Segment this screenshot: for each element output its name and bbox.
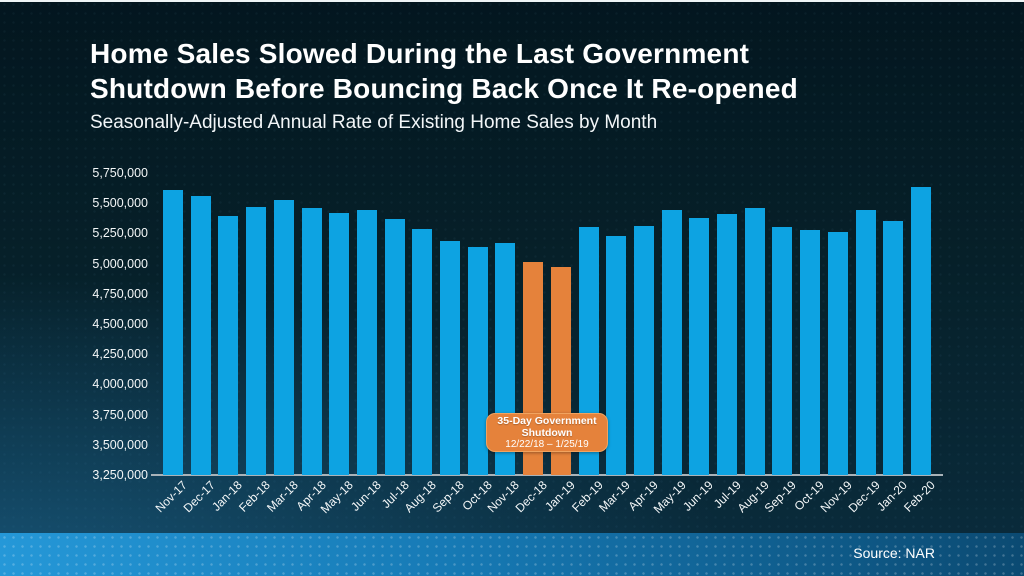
chart-bar-Nov-19 [827, 232, 848, 475]
chart-bar-Jan-20 [883, 221, 904, 475]
chart-bar-Apr-19 [633, 226, 654, 475]
chart-bar-Mar-18 [273, 200, 294, 475]
chart-bar-Mar-19 [606, 236, 627, 475]
chart-bar-Apr-18 [301, 208, 322, 475]
source-label: Source: NAR [853, 545, 935, 561]
y-axis-label: 5,750,000 [92, 166, 148, 180]
chart-bar-Jul-19 [717, 214, 737, 475]
chart-bar-Jul-18 [384, 219, 405, 475]
chart-bar-Nov-17 [163, 190, 183, 475]
chart-bar-Aug-19 [744, 208, 765, 475]
shutdown-callout-title: 35-Day Government Shutdown [497, 415, 597, 439]
chart-bar-May-19 [661, 210, 682, 475]
slide-title: Home Sales Slowed During the Last Govern… [90, 36, 798, 106]
x-axis-line [151, 474, 943, 476]
chart-bar-Feb-18 [246, 207, 267, 475]
chart-bar-May-18 [329, 213, 350, 475]
bottom-band: Source: NAR [0, 533, 1024, 576]
chart-bar-Oct-19 [800, 230, 821, 475]
chart-bar-Jan-18 [218, 216, 239, 475]
y-axis-label: 4,500,000 [92, 317, 148, 331]
chart-bar-Dec-17 [190, 196, 211, 475]
y-axis-label: 3,500,000 [92, 437, 148, 452]
y-axis-label: 3,750,000 [92, 407, 148, 422]
y-axis-label: 4,750,000 [92, 286, 148, 301]
chart-bar-Aug-18 [412, 229, 433, 475]
top-accent-line [0, 0, 1024, 2]
y-axis-label: 5,500,000 [92, 196, 148, 211]
shutdown-callout-dates: 12/22/18 – 1/25/19 [505, 439, 589, 450]
chart-bar-Sep-18 [440, 241, 460, 475]
y-axis-label: 4,250,000 [92, 347, 148, 362]
slide-title-line2: Shutdown Before Bouncing Back Once It Re… [90, 73, 798, 104]
shutdown-callout: 35-Day Government Shutdown 12/22/18 – 1/2… [486, 413, 608, 452]
slide-subtitle: Seasonally-Adjusted Annual Rate of Exist… [90, 112, 658, 133]
chart-bar-Sep-19 [772, 227, 793, 475]
chart-bar-Jun-19 [689, 218, 710, 475]
y-axis-label: 4,000,000 [92, 377, 148, 392]
y-axis-label: 5,000,000 [92, 256, 148, 271]
y-axis-label: 5,250,000 [92, 226, 148, 241]
y-axis-label: 3,250,000 [92, 468, 148, 482]
chart-bar-Dec-19 [855, 210, 876, 475]
slide-title-line1: Home Sales Slowed During the Last Govern… [90, 38, 750, 69]
chart-bar-Feb-20 [910, 187, 931, 475]
chart-bar-Oct-18 [467, 247, 488, 475]
chart-bar-Jun-18 [356, 210, 377, 475]
